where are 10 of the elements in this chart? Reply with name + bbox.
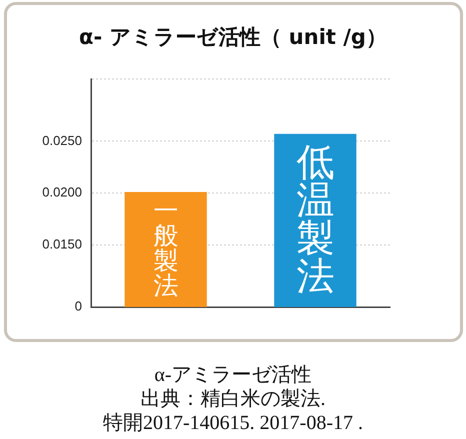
y-tick-label: 0.0200 bbox=[42, 184, 82, 200]
chart-title: α- アミラーゼ活性（ unit /g） bbox=[78, 25, 388, 50]
y-tick-label: 0 bbox=[74, 298, 82, 314]
source-note: 出典：精白米の製法. bbox=[140, 387, 326, 411]
text: α-アミラーゼ活性 bbox=[153, 363, 313, 387]
x-tick-label: 低温製法 bbox=[296, 142, 335, 298]
text: 特開2017-140615. 2017-08-17 . bbox=[102, 411, 364, 435]
x-tick-label: 一般製法 bbox=[152, 198, 179, 300]
y-tick-label: 0.0150 bbox=[42, 236, 82, 252]
y-tick-label: 0.0250 bbox=[42, 132, 82, 148]
